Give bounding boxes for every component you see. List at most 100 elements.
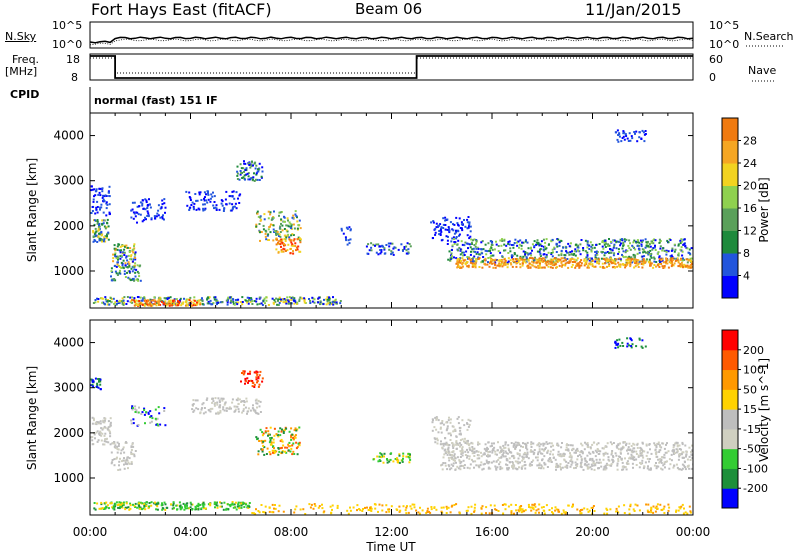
velocity-cell (123, 467, 126, 470)
power-cell (509, 247, 512, 250)
velocity-cell (349, 506, 351, 509)
velocity-cell (287, 443, 290, 446)
power-cell (493, 248, 496, 251)
velocity-cell (466, 456, 468, 459)
freq-line (90, 55, 693, 79)
power-cell (94, 299, 97, 301)
velocity-cell (273, 449, 276, 452)
power-cell (213, 296, 216, 299)
power-cell (521, 262, 524, 265)
power-cell (171, 301, 174, 303)
velocity-cell (487, 455, 489, 458)
velocity-cell (196, 504, 199, 507)
velocity-cell (213, 501, 216, 504)
velocity-cell (378, 503, 381, 506)
power-cell (102, 198, 105, 201)
velocity-cell (498, 463, 501, 466)
velocity-cell (251, 512, 254, 514)
power-cell (288, 236, 291, 239)
power-cell (187, 298, 190, 301)
power-cell (146, 207, 149, 209)
velocity-cell (629, 456, 632, 459)
velocity-cell (668, 458, 671, 461)
power-cell (97, 225, 100, 228)
velocity-cell (569, 454, 572, 457)
power-cell (243, 160, 245, 163)
power-cell (329, 301, 332, 304)
velocity-cell (442, 456, 445, 459)
power-cell (579, 243, 582, 246)
velocity-cell (386, 461, 389, 464)
velocity-cell (149, 410, 152, 413)
power-cell (508, 243, 511, 246)
power-cell (284, 244, 287, 247)
velocity-cell (440, 506, 443, 509)
velocity-cell (500, 456, 503, 459)
power-cell (217, 301, 219, 304)
velocity-cell (650, 467, 652, 470)
power-cell (331, 301, 334, 304)
power-cell (612, 259, 615, 262)
velocity-cell (96, 384, 99, 387)
power-cell (682, 266, 684, 268)
velocity-cell (616, 464, 619, 467)
power-cell (458, 259, 461, 262)
power-cell (490, 246, 493, 249)
velocity-cell (609, 441, 612, 444)
power-cell (123, 301, 125, 304)
power-cell (625, 249, 628, 252)
velocity-cell (648, 460, 650, 463)
power-cell (131, 208, 134, 211)
velocity-cell (444, 464, 447, 467)
velocity-cell (556, 464, 559, 467)
velocity-cell (440, 440, 442, 443)
power-cell (122, 259, 125, 262)
velocity-cell (635, 464, 638, 466)
velocity-cell (449, 439, 452, 441)
velocity-cell (466, 466, 469, 469)
velocity-cell (635, 458, 638, 461)
velocity-cell (625, 444, 627, 447)
velocity-cell (268, 510, 271, 513)
power-cell (136, 304, 138, 306)
power-cell (608, 265, 611, 267)
velocity-cell (241, 400, 243, 403)
power-cell (460, 221, 463, 224)
power-cell (463, 254, 466, 256)
freq-nave-panel: 18 8 60 0 normal (fast) 151 IF (66, 53, 776, 113)
velocity-cell (663, 447, 666, 450)
power-cell (102, 194, 104, 197)
velocity-cell (143, 409, 146, 411)
power-cell (94, 231, 97, 234)
velocity-cell (495, 460, 498, 463)
power-cell (149, 298, 152, 301)
power-cell (175, 298, 178, 301)
power-cell (590, 257, 593, 260)
velocity-cell (92, 417, 95, 420)
power-cell (390, 250, 393, 253)
power-cell (551, 264, 554, 267)
power-cell (107, 238, 110, 241)
velocity-cell (635, 450, 638, 453)
velocity-cell (586, 444, 589, 447)
power-cell (657, 252, 659, 255)
power-cell (636, 140, 639, 143)
power-cell (607, 251, 610, 254)
velocity-cell (480, 507, 483, 510)
power-cell (641, 255, 644, 258)
power-cell (666, 262, 669, 265)
power-cell (262, 228, 265, 231)
power-cell (282, 298, 285, 300)
power-cell (622, 132, 625, 135)
velocity-cell (257, 510, 260, 512)
velocity-cell (619, 456, 621, 458)
power-cell (103, 236, 106, 239)
velocity-cell (612, 460, 615, 463)
power-cell (317, 301, 320, 304)
velocity-cell (261, 431, 264, 434)
velocity-cell (591, 506, 594, 509)
power-cell (625, 135, 628, 137)
power-cell (633, 260, 636, 263)
power-cell (134, 299, 137, 302)
velocity-cell (590, 463, 593, 466)
